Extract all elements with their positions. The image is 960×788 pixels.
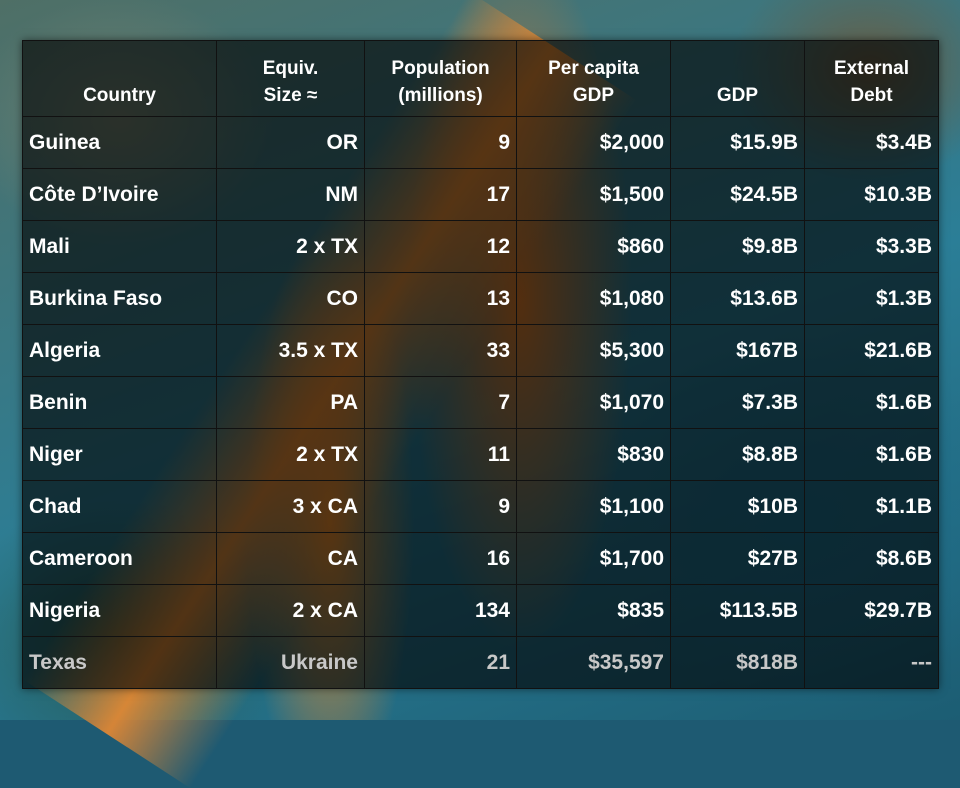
cell-per-capita-gdp: $1,700	[516, 532, 671, 585]
cell-equiv-size: 3.5 x TX	[216, 324, 365, 377]
cell-external-debt: $3.3B	[804, 220, 939, 273]
cell-equiv-size: 2 x TX	[216, 220, 365, 273]
cell-country: Côte D’Ivoire	[22, 168, 217, 221]
cell-country: Mali	[22, 220, 217, 273]
header-country: Country	[22, 40, 217, 117]
cell-equiv-size: PA	[216, 376, 365, 429]
cell-equiv-size: Ukraine	[216, 636, 365, 689]
table-row: Nigeria 2 x CA 134 $835 $113.5B $29.7B	[22, 584, 939, 637]
cell-gdp: $10B	[670, 480, 805, 533]
cell-gdp: $24.5B	[670, 168, 805, 221]
table-row: Chad 3 x CA 9 $1,100 $10B $1.1B	[22, 480, 939, 533]
cell-per-capita-gdp: $1,070	[516, 376, 671, 429]
cell-external-debt: $1.6B	[804, 376, 939, 429]
cell-equiv-size: CA	[216, 532, 365, 585]
header-population: Population (millions)	[364, 40, 517, 117]
cell-gdp: $7.3B	[670, 376, 805, 429]
cell-per-capita-gdp: $1,500	[516, 168, 671, 221]
cell-country: Chad	[22, 480, 217, 533]
cell-population: 9	[364, 480, 517, 533]
table-row: Cameroon CA 16 $1,700 $27B $8.6B	[22, 532, 939, 585]
cell-population: 13	[364, 272, 517, 325]
cell-country: Algeria	[22, 324, 217, 377]
cell-per-capita-gdp: $2,000	[516, 116, 671, 169]
cell-gdp: $167B	[670, 324, 805, 377]
table-row: Mali 2 x TX 12 $860 $9.8B $3.3B	[22, 220, 939, 273]
table-row: Burkina Faso CO 13 $1,080 $13.6B $1.3B	[22, 272, 939, 325]
table-row-texas: Texas Ukraine 21 $35,597 $818B ---	[22, 636, 939, 689]
cell-country: Guinea	[22, 116, 217, 169]
cell-external-debt: $1.1B	[804, 480, 939, 533]
cell-population: 33	[364, 324, 517, 377]
table-row: Côte D’Ivoire NM 17 $1,500 $24.5B $10.3B	[22, 168, 939, 221]
cell-external-debt: $1.6B	[804, 428, 939, 481]
header-equiv-size: Equiv. Size ≈	[216, 40, 365, 117]
header-external-debt: External Debt	[804, 40, 939, 117]
cell-equiv-size: 3 x CA	[216, 480, 365, 533]
cell-external-debt: $8.6B	[804, 532, 939, 585]
cell-population: 134	[364, 584, 517, 637]
cell-equiv-size: 2 x CA	[216, 584, 365, 637]
cell-gdp: $15.9B	[670, 116, 805, 169]
cell-per-capita-gdp: $835	[516, 584, 671, 637]
cell-population: 21	[364, 636, 517, 689]
cell-per-capita-gdp: $1,100	[516, 480, 671, 533]
country-comparison-table: Country Equiv. Size ≈ Population (millio…	[22, 40, 939, 689]
header-row: Country Equiv. Size ≈ Population (millio…	[22, 40, 939, 117]
cell-population: 9	[364, 116, 517, 169]
cell-equiv-size: CO	[216, 272, 365, 325]
cell-country: Texas	[22, 636, 217, 689]
cell-population: 11	[364, 428, 517, 481]
cell-external-debt: $10.3B	[804, 168, 939, 221]
table-row: Niger 2 x TX 11 $830 $8.8B $1.6B	[22, 428, 939, 481]
cell-gdp: $113.5B	[670, 584, 805, 637]
cell-equiv-size: 2 x TX	[216, 428, 365, 481]
cell-population: 7	[364, 376, 517, 429]
cell-external-debt: $1.3B	[804, 272, 939, 325]
cell-per-capita-gdp: $1,080	[516, 272, 671, 325]
cell-equiv-size: NM	[216, 168, 365, 221]
header-per-capita-gdp: Per capita GDP	[516, 40, 671, 117]
cell-external-debt: $29.7B	[804, 584, 939, 637]
cell-external-debt: $3.4B	[804, 116, 939, 169]
cell-country: Burkina Faso	[22, 272, 217, 325]
cell-per-capita-gdp: $35,597	[516, 636, 671, 689]
cell-population: 17	[364, 168, 517, 221]
cell-per-capita-gdp: $830	[516, 428, 671, 481]
cell-gdp: $27B	[670, 532, 805, 585]
cell-per-capita-gdp: $860	[516, 220, 671, 273]
table-row: Benin PA 7 $1,070 $7.3B $1.6B	[22, 376, 939, 429]
cell-country: Benin	[22, 376, 217, 429]
cell-gdp: $8.8B	[670, 428, 805, 481]
cell-per-capita-gdp: $5,300	[516, 324, 671, 377]
cell-population: 12	[364, 220, 517, 273]
cell-country: Cameroon	[22, 532, 217, 585]
table-row: Algeria 3.5 x TX 33 $5,300 $167B $21.6B	[22, 324, 939, 377]
table-row: Guinea OR 9 $2,000 $15.9B $3.4B	[22, 116, 939, 169]
header-gdp: GDP	[670, 40, 805, 117]
cell-population: 16	[364, 532, 517, 585]
cell-gdp: $9.8B	[670, 220, 805, 273]
cell-gdp: $818B	[670, 636, 805, 689]
cell-country: Niger	[22, 428, 217, 481]
cell-country: Nigeria	[22, 584, 217, 637]
cell-external-debt: ---	[804, 636, 939, 689]
cell-gdp: $13.6B	[670, 272, 805, 325]
cell-equiv-size: OR	[216, 116, 365, 169]
cell-external-debt: $21.6B	[804, 324, 939, 377]
